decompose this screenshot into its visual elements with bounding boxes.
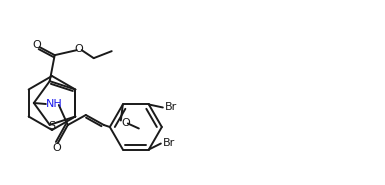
Text: O: O	[74, 44, 83, 54]
Text: O: O	[121, 118, 130, 129]
Text: O: O	[52, 143, 61, 153]
Text: Br: Br	[165, 102, 177, 112]
Text: NH: NH	[45, 99, 62, 109]
Text: Br: Br	[163, 137, 175, 147]
Text: O: O	[32, 40, 41, 50]
Text: S: S	[48, 121, 55, 131]
